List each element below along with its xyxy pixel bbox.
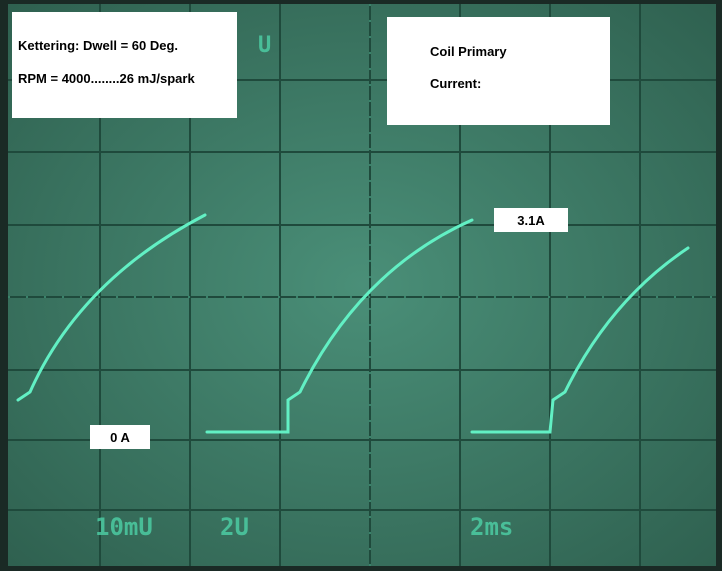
signal-line: Coil Primary <box>430 44 507 59</box>
scope-screenshot: U 10mU 2U 2ms Kettering: Dwell = 60 Deg.… <box>0 0 722 571</box>
zero-label: 0 A <box>110 430 130 445</box>
channel-label: U <box>258 33 271 58</box>
ch2-scale: 2U <box>220 513 249 541</box>
info-line: RPM = 4000........26 mJ/spark <box>18 71 195 86</box>
info-box <box>12 12 237 118</box>
signal-box <box>387 17 610 125</box>
ch1-scale: 10mU <box>95 513 153 541</box>
timebase: 2ms <box>470 513 513 541</box>
peak-label: 3.1A <box>517 213 545 228</box>
signal-line: Current: <box>430 76 481 91</box>
info-line: Kettering: Dwell = 60 Deg. <box>18 38 178 53</box>
